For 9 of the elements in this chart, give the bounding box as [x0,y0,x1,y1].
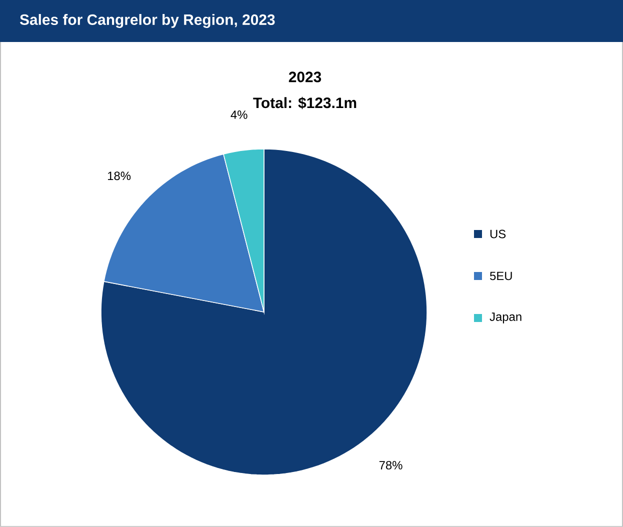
chart-subtitle: 2023 [288,72,322,82]
data-label: 18% [108,172,131,180]
text: Total: $123.1m [253,96,356,110]
legend-label: US [490,230,506,238]
data-label: 4% [230,110,248,119]
chart-title: Sales for Cangrelor by Region, 2023 [20,14,275,28]
legend-label: 5EU [490,272,512,280]
legend-label: Japan [490,312,522,324]
data-label: 78% [379,461,402,470]
